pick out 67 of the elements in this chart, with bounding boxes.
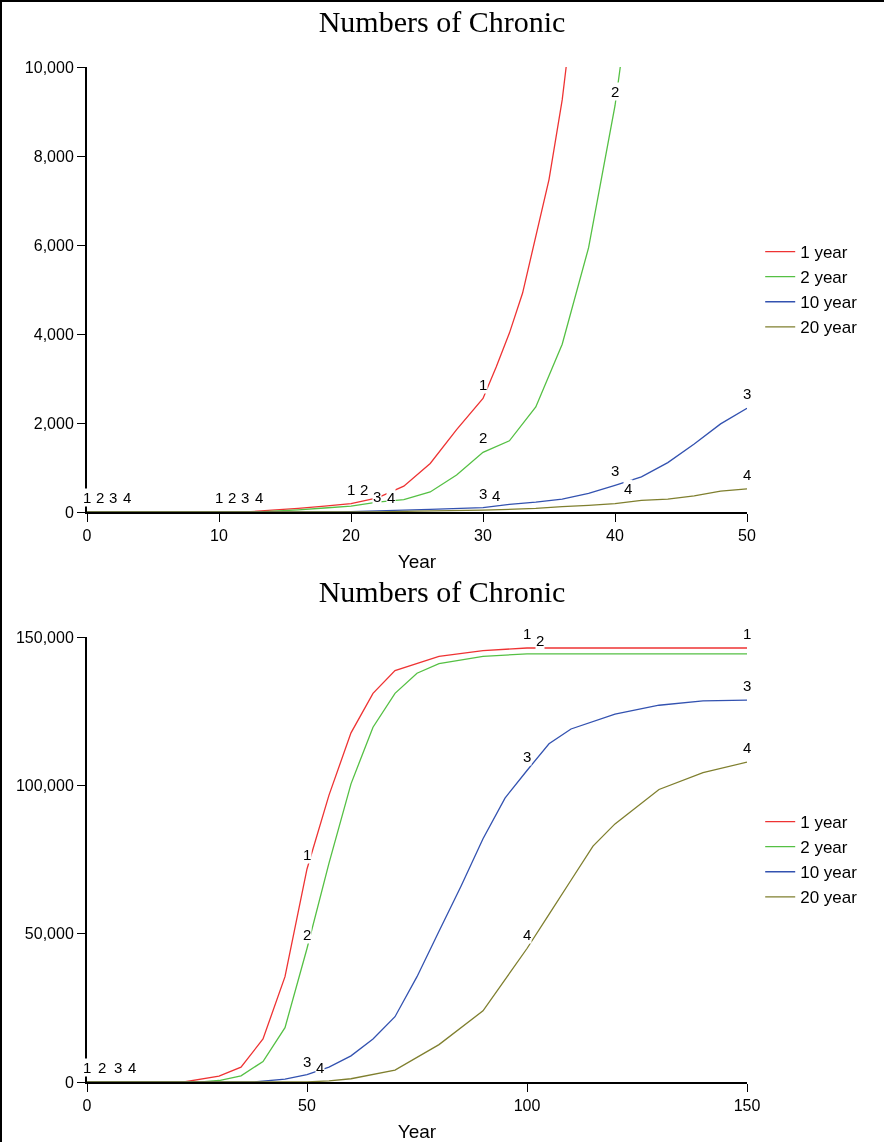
legend-label: 10 year [800,293,858,313]
annotation: 1 [83,1059,92,1076]
y-tick-label: 0 [64,1073,74,1091]
annotation: 1 [743,625,752,642]
annotation: 1 [347,481,356,498]
annotation: 1 [215,489,224,506]
annotation: 1 [479,376,488,393]
y-tick-label: 8,000 [33,147,74,165]
x-tick-label: 0 [82,1097,92,1115]
legend-label: 2 year [800,838,848,858]
annotation: 2 [536,632,545,649]
annotation: 3 [303,1053,312,1070]
legend-label: 20 year [800,888,858,908]
annotation: 1 [523,625,532,642]
annotation: 1 [303,846,312,863]
annotation: 2 [611,83,620,100]
legend-label: 1 year [800,813,848,833]
y-tick-label: 0 [64,503,74,521]
annotation: 2 [96,489,105,506]
x-tick-label: 0 [82,527,92,545]
legend-label: 20 year [800,318,858,338]
annotation: 1 [83,489,92,506]
annotation: 2 [479,429,488,446]
annotation: 3 [611,462,620,479]
x-tick-label: 30 [474,527,492,545]
x-tick-label: 10 [210,527,228,545]
annotation: 3 [114,1059,123,1076]
x-tick-label: 100 [513,1097,541,1115]
annotation: 4 [387,489,396,506]
y-tick-label: 150,000 [15,628,74,646]
annotation: 2 [228,489,237,506]
annotation: 2 [360,481,369,498]
y-tick-label: 2,000 [33,414,74,432]
y-tick-label: 6,000 [33,236,74,254]
legend-label: 1 year [800,243,848,263]
y-tick-label: 100,000 [15,776,74,794]
y-tick-label: 10,000 [24,58,74,76]
y-tick-label: 4,000 [33,325,74,343]
annotation: 3 [109,489,118,506]
x-axis-title: Year [397,1121,437,1142]
annotation: 4 [743,466,752,483]
annotation: 2 [303,926,312,943]
annotation: 3 [479,485,488,502]
annotation: 3 [241,489,250,506]
annotation: 4 [492,487,501,504]
annotation: 4 [255,489,264,506]
x-tick-label: 50 [298,1097,316,1115]
annotation: 4 [123,489,132,506]
annotation: 4 [316,1059,325,1076]
annotation: 4 [624,480,633,497]
chart-title: Numbers of Chronic [318,4,566,38]
annotation: 4 [743,739,752,756]
x-tick-label: 40 [606,527,624,545]
legend-label: 10 year [800,863,858,883]
annotation: 4 [523,926,532,943]
annotation: 3 [743,385,752,402]
x-tick-label: 150 [733,1097,761,1115]
chart-title: Numbers of Chronic [318,574,566,608]
annotation: 3 [523,748,532,765]
legend-label: 2 year [800,268,848,288]
x-tick-label: 20 [342,527,360,545]
annotation: 3 [743,677,752,694]
x-axis-title: Year [397,551,437,572]
y-tick-label: 50,000 [24,925,74,943]
annotation: 4 [128,1059,137,1076]
x-tick-label: 50 [738,527,756,545]
annotation: 2 [98,1059,107,1076]
